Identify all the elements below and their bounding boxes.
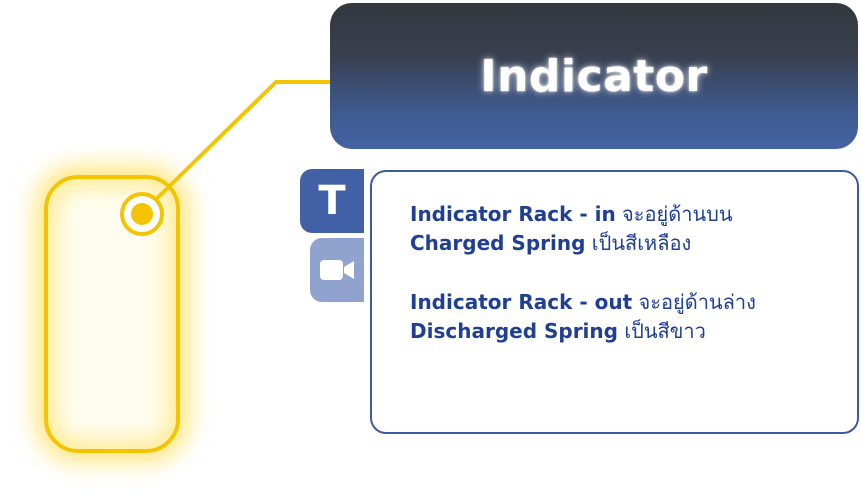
title-banner: Indicator xyxy=(330,3,858,149)
video-camera-icon xyxy=(320,260,354,280)
rack-out-label: Indicator Rack - out xyxy=(410,290,633,314)
description-paragraph-1: Indicator Rack - in จะอยู่ด้านบน Charged… xyxy=(410,200,837,258)
description-paragraph-2: Indicator Rack - out จะอยู่ด้านล่าง Disc… xyxy=(410,288,837,346)
discharged-spring-text: เป็นสีขาว xyxy=(617,319,706,343)
charged-spring-label: Charged Spring xyxy=(410,231,586,255)
page-title: Indicator xyxy=(480,50,708,102)
indicator-highlight-frame[interactable] xyxy=(44,175,180,453)
rack-out-text: จะอยู่ด้านล่าง xyxy=(632,290,756,314)
content-panel: Indicator Rack - in จะอยู่ด้านบน Charged… xyxy=(370,170,859,434)
text-tab-label: T xyxy=(318,178,346,224)
charged-spring-text: เป็นสีเหลือง xyxy=(585,231,692,255)
rack-in-text: จะอยู่ด้านบน xyxy=(615,202,733,226)
rack-in-label: Indicator Rack - in xyxy=(410,202,616,226)
discharged-spring-label: Discharged Spring xyxy=(410,319,618,343)
video-tab[interactable] xyxy=(310,238,364,302)
text-tab[interactable]: T xyxy=(300,169,364,233)
